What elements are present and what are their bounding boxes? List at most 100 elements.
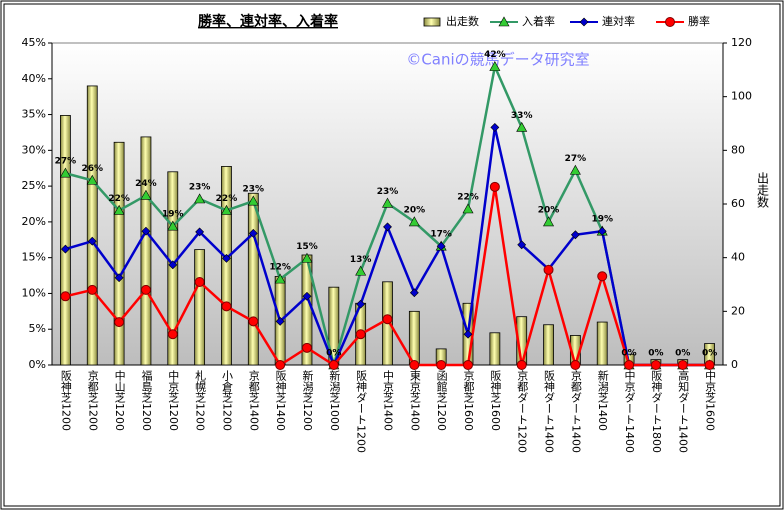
line-marker [87, 284, 98, 295]
watermark: ©Caniの競馬データ研究室 [406, 51, 589, 69]
line-marker [302, 291, 312, 301]
line-marker [141, 226, 151, 236]
bar [489, 332, 501, 366]
bar [86, 85, 98, 366]
line-marker [650, 360, 661, 370]
data-label: 27% [55, 157, 77, 167]
line-marker [543, 264, 554, 275]
legend-label: 連対率 [602, 14, 635, 28]
line-marker [274, 273, 286, 284]
line-marker [489, 181, 500, 192]
x-tick-label: 新潟芝1400 [596, 369, 609, 431]
legend-marker [579, 17, 589, 27]
x-tick-label: 新潟芝1200 [301, 369, 314, 431]
data-label: 22% [457, 193, 479, 203]
line-marker [409, 288, 419, 298]
line-marker [490, 123, 500, 132]
x-tick-label: 中京芝1400 [382, 370, 395, 431]
line-marker [194, 276, 205, 287]
bar [60, 115, 71, 366]
y-tick-label: 45% [22, 36, 46, 49]
data-label: 27% [565, 154, 587, 164]
line-marker [489, 60, 501, 71]
line-marker [301, 252, 313, 263]
y-tick-label: 30% [22, 143, 46, 156]
legend-marker [665, 17, 675, 27]
line-marker [140, 284, 151, 295]
data-label: 24% [135, 179, 157, 189]
line-marker [677, 360, 688, 370]
y-tick-label: 15% [22, 251, 46, 264]
legend-marker [498, 16, 510, 27]
x-tick-label: 阪神ダート1200 [355, 369, 368, 453]
bar [247, 192, 259, 366]
data-label: 33% [511, 111, 533, 121]
line-marker [356, 299, 366, 309]
x-tick-label: 中京芝1200 [167, 370, 180, 431]
y2-tick-label: 80 [731, 143, 745, 156]
line-marker [704, 360, 715, 370]
bar [140, 136, 152, 366]
bar [596, 321, 608, 366]
line-marker [248, 228, 258, 238]
data-label: 20% [404, 205, 426, 215]
x-tick-label: 阪神芝1200 [59, 369, 72, 431]
line-marker [87, 236, 97, 246]
line-marker [194, 193, 206, 204]
y-tick-label: 10% [22, 286, 46, 299]
x-tick-label: 札幌芝1200 [194, 370, 207, 431]
y2-tick-label: 120 [731, 36, 752, 49]
data-label: 12% [269, 263, 291, 273]
data-label: 22% [216, 194, 238, 204]
data-label: 15% [296, 242, 318, 252]
line-marker [381, 197, 394, 208]
line-marker [516, 121, 528, 132]
line-marker [382, 314, 393, 325]
line-marker [463, 360, 474, 370]
y-tick-label: 0% [29, 358, 46, 371]
x-tick-label: 京都ダート1200 [516, 369, 529, 453]
y2-tick-label: 40 [731, 251, 745, 264]
x-tick-label: 阪神ダート1400 [543, 369, 556, 453]
line-marker [383, 222, 392, 232]
line-marker [140, 189, 152, 200]
line-marker [167, 329, 178, 340]
x-tick-label: 京都芝1600 [462, 369, 475, 431]
x-tick-label: 京都ダート1400 [569, 369, 582, 453]
x-tick-label: 東京芝1400 [408, 370, 421, 431]
line-marker [624, 360, 635, 370]
line-marker [462, 203, 474, 214]
line-marker [114, 273, 124, 283]
y2-tick-label: 20 [731, 304, 745, 317]
line-marker [516, 360, 527, 370]
y2-tick-label: 0 [731, 358, 738, 371]
data-label: 17% [430, 230, 452, 240]
line-marker [60, 291, 71, 302]
line-marker [570, 360, 581, 370]
x-tick-label: 阪神芝1600 [489, 369, 502, 431]
data-label: 13% [350, 255, 372, 265]
data-label: 19% [591, 215, 613, 225]
x-tick-label: 函館芝1200 [435, 370, 448, 431]
line-marker [195, 227, 205, 237]
y-tick-label: 20% [22, 215, 46, 228]
chart-title: 勝率、連対率、入着率 [198, 13, 338, 30]
frame-inner [3, 3, 781, 507]
line-marker [275, 316, 285, 326]
x-tick-label: 阪神ダート1800 [650, 369, 663, 453]
data-label: 19% [162, 210, 184, 220]
line-marker [222, 253, 231, 263]
line-marker [597, 271, 608, 282]
line-marker [436, 360, 447, 370]
line-marker [570, 230, 580, 240]
y-tick-label: 5% [29, 322, 46, 335]
line-marker [275, 360, 286, 370]
line-marker [247, 195, 259, 206]
line-marker [301, 342, 312, 353]
line-marker [543, 216, 555, 227]
data-label: 42% [484, 50, 506, 60]
data-label: 0% [702, 349, 717, 359]
x-tick-label: 福島芝1200 [140, 369, 153, 431]
bar [543, 324, 554, 366]
